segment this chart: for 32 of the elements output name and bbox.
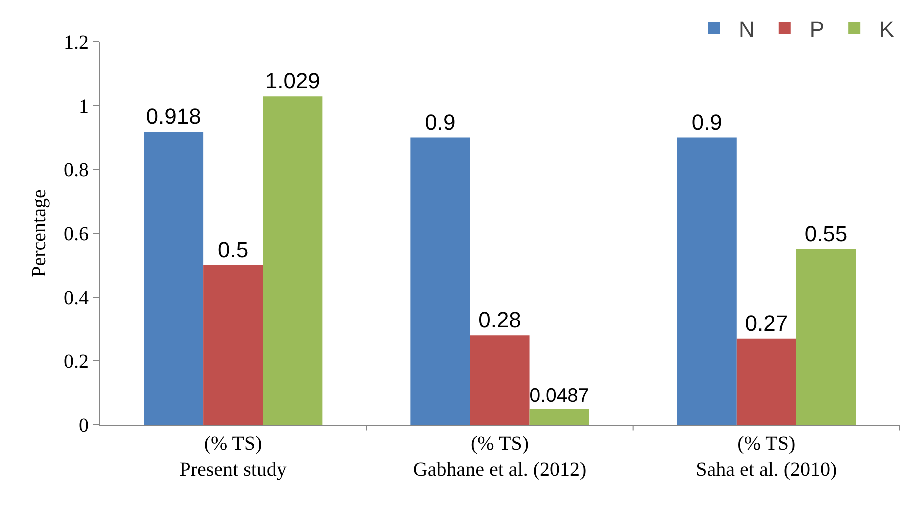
- bar: [144, 132, 204, 425]
- data-label: 0.918: [146, 104, 202, 130]
- x-tick-label: (% TS) Gabhane et al. (2012): [413, 433, 587, 481]
- y-tick-label: 0.2: [64, 351, 89, 374]
- data-label: 0.55: [804, 221, 848, 246]
- bar: [736, 338, 796, 425]
- bar: [677, 138, 737, 425]
- data-label: 0.9: [425, 110, 456, 135]
- data-label: 0.27: [745, 310, 788, 336]
- data-label: 0.5: [218, 237, 249, 262]
- x-tick-label: (% TS) Saha et al. (2010): [696, 433, 838, 481]
- legend-label: N: [739, 16, 755, 42]
- legend-label: P: [810, 16, 825, 42]
- bar: [263, 96, 323, 425]
- data-label: 0.28: [478, 308, 522, 333]
- y-tick-label: 0.8: [64, 160, 89, 182]
- y-axis-title: Percentage: [28, 190, 50, 278]
- y-tick-label: 0.6: [64, 224, 89, 246]
- bar: [410, 138, 470, 425]
- bar: [796, 249, 856, 425]
- data-label: 1.029: [265, 68, 320, 94]
- y-tick-label: 0.4: [64, 287, 89, 310]
- x-tick-label: (% TS) Present study: [180, 433, 287, 481]
- bar: [530, 409, 590, 425]
- data-label: 0.9: [692, 110, 722, 135]
- y-tick-label: 0: [79, 415, 89, 437]
- y-tick-label: 1: [79, 96, 89, 118]
- bar: [470, 336, 530, 425]
- legend-label: K: [880, 16, 895, 42]
- data-label: 0.0487: [530, 385, 590, 408]
- y-tick-label: 1.2: [64, 32, 89, 54]
- bar: [204, 265, 264, 425]
